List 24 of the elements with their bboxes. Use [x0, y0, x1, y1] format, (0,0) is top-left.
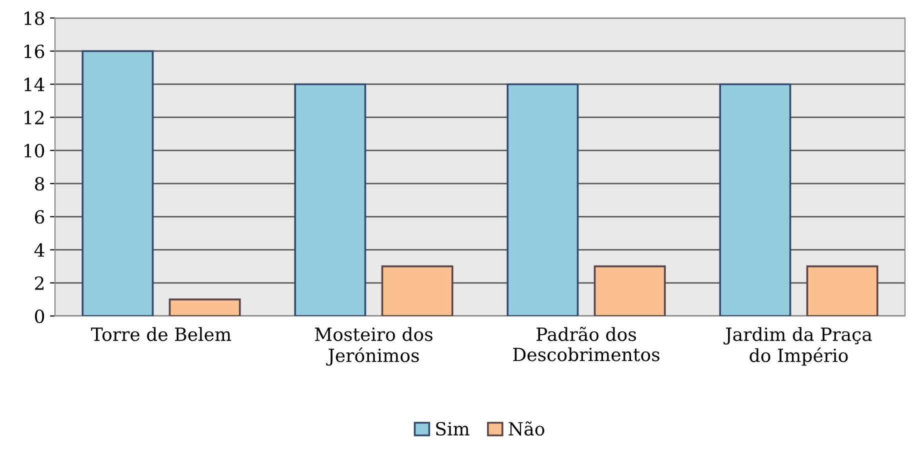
bar — [506, 83, 579, 316]
bar — [82, 50, 154, 316]
y-tick-label: 2 — [35, 276, 44, 290]
bar — [381, 265, 454, 316]
y-tick-label: 6 — [34, 210, 44, 224]
bar — [294, 83, 366, 316]
y-tick-label: 14 — [24, 78, 44, 92]
y-tick-label: 8 — [34, 177, 44, 191]
bar — [806, 265, 878, 316]
x-tick-label: Mosteiro dos Jerónimos — [315, 327, 432, 366]
legend-label: Sim — [436, 422, 470, 436]
x-tick-label: Jardim da Praça do Império — [724, 327, 872, 366]
x-tick-label: Padrão dos Descobrimentos — [513, 326, 660, 362]
y-tick-label: 4 — [34, 243, 44, 257]
bar — [168, 298, 241, 316]
y-tick-label: 0 — [34, 309, 44, 324]
bar — [719, 83, 792, 316]
x-tick-label: Torre de Belem — [91, 327, 232, 342]
legend-label: Não — [508, 421, 544, 436]
y-tick-label: 18 — [24, 11, 44, 26]
bar — [594, 265, 666, 316]
y-tick-label: 16 — [24, 44, 44, 58]
y-tick-label: 10 — [24, 144, 44, 158]
y-tick-label: 12 — [24, 110, 44, 124]
